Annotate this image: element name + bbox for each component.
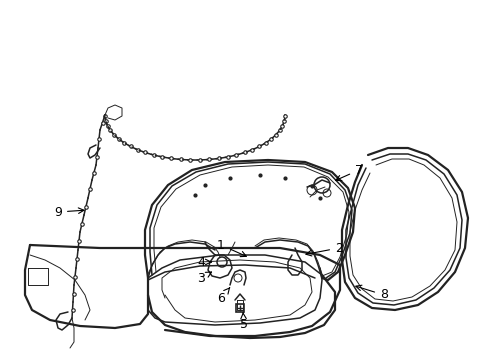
- Text: 6: 6: [217, 288, 229, 305]
- Text: 4: 4: [197, 256, 211, 269]
- Text: 7: 7: [335, 163, 362, 181]
- Text: 8: 8: [355, 285, 387, 302]
- Text: 3: 3: [197, 271, 211, 284]
- Text: 1: 1: [217, 239, 246, 257]
- Text: 5: 5: [240, 313, 247, 332]
- Text: 2: 2: [305, 242, 342, 256]
- Text: 9: 9: [54, 206, 84, 219]
